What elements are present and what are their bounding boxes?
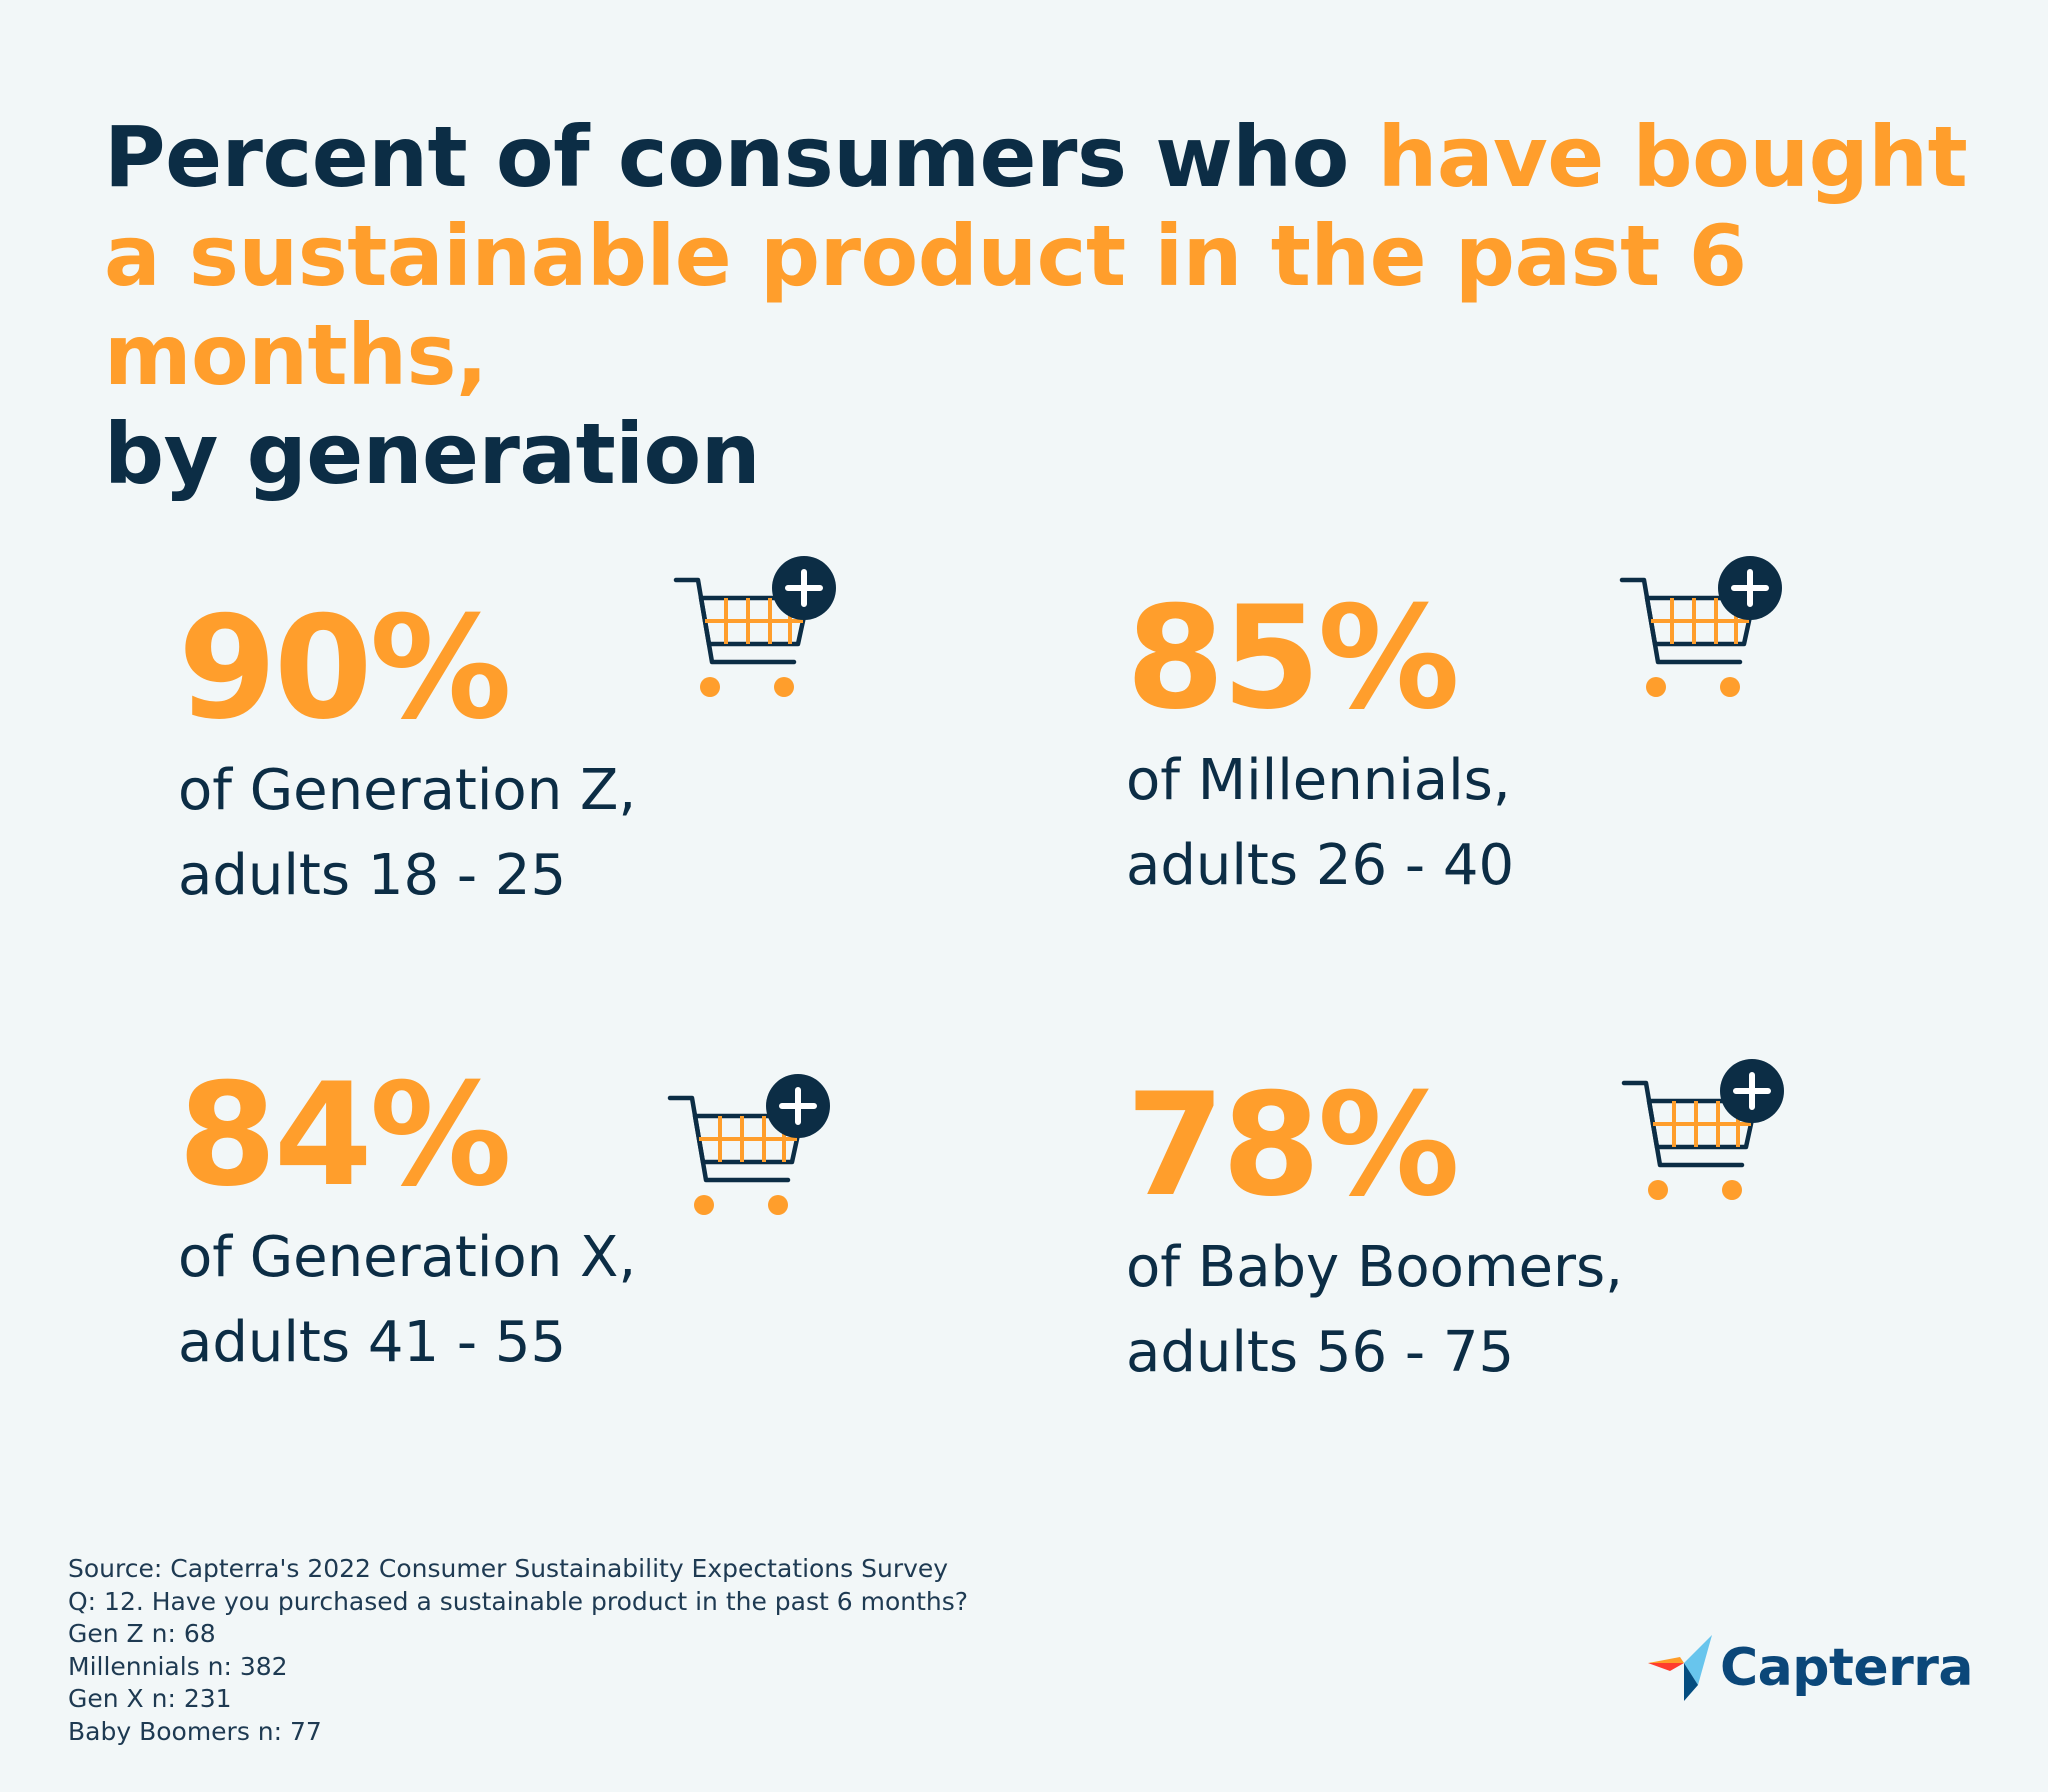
stat-percent: 84% <box>178 1053 512 1218</box>
stat-generation-z: 90% of Generation Z, adults 18 - 25 <box>178 598 998 998</box>
title-part1: Percent of consumers who <box>104 108 1378 206</box>
stat-line-group: of Millennials, <box>1126 748 1511 813</box>
stat-line-age: adults 56 - 75 <box>1126 1320 1515 1385</box>
stat-line-age: adults 18 - 25 <box>178 843 567 908</box>
shopping-cart-plus-icon <box>1621 1059 1784 1200</box>
stat-percent: 78% <box>1126 1063 1460 1228</box>
question-line: Q: 12. Have you purchased a sustainable … <box>68 1586 969 1616</box>
shopping-cart-plus-icon <box>673 556 836 697</box>
sample-size-line: Baby Boomers n: 77 <box>68 1716 322 1746</box>
sample-size-line: Gen Z n: 68 <box>68 1619 216 1648</box>
stat-line-group: of Generation Z, <box>178 758 637 823</box>
stat-description: of Generation Z, adults 18 - 25 <box>178 748 636 918</box>
stat-line-age: adults 26 - 40 <box>1126 833 1515 898</box>
stat-line-group: of Generation X, <box>178 1225 637 1290</box>
shopping-cart-plus-icon <box>667 1074 830 1215</box>
shopping-cart-plus-icon <box>1619 556 1782 697</box>
stat-line-age: adults 41 - 55 <box>178 1310 567 1375</box>
source-notes: Source: Capterra's 2022 Consumer Sustain… <box>68 1553 968 1748</box>
brand-logo: Capterra <box>1646 1628 1973 1708</box>
stat-generation-x: 84% of Generation X, adults 41 - 55 <box>178 1065 998 1465</box>
title-part2: by generation <box>104 405 761 503</box>
title-highlight: have bought a sustainable product in the… <box>104 108 1968 404</box>
stat-description: of Baby Boomers, adults 56 - 75 <box>1126 1225 1623 1395</box>
sample-size-line: Gen X n: 231 <box>68 1684 232 1713</box>
stat-percent: 90% <box>178 586 512 751</box>
stat-line-group: of Baby Boomers, <box>1126 1235 1623 1300</box>
stat-percent: 85% <box>1126 576 1460 741</box>
page-title: Percent of consumers who have bought a s… <box>104 108 1984 504</box>
source-line: Source: Capterra's 2022 Consumer Sustain… <box>68 1554 949 1583</box>
stat-description: of Millennials, adults 26 - 40 <box>1126 738 1514 908</box>
stat-millennials: 85% of Millennials, adults 26 - 40 <box>1126 588 1946 988</box>
sample-size-line: Millennials n: 382 <box>68 1651 288 1681</box>
stat-baby-boomers: 78% of Baby Boomers, adults 56 - 75 <box>1126 1075 1946 1475</box>
stat-description: of Generation X, adults 41 - 55 <box>178 1215 636 1385</box>
brand-name: Capterra <box>1720 1638 1973 1698</box>
capterra-logo-icon <box>1648 1635 1712 1701</box>
